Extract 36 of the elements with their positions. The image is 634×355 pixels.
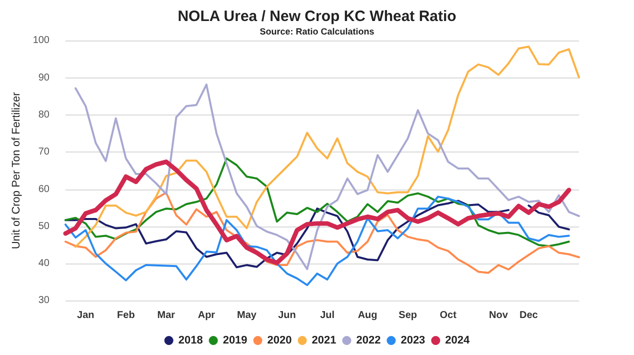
y-tick-label: 70 — [38, 146, 50, 158]
line-series — [64, 192, 580, 274]
y-tick-label: 30 — [38, 295, 50, 306]
x-tick-label: May — [237, 310, 257, 322]
line-series — [63, 160, 572, 266]
x-tick-label: Nov — [489, 310, 508, 322]
y-tick-label: 60 — [38, 184, 50, 195]
x-tick-label: Jul — [320, 310, 335, 322]
x-tick-label: Dec — [519, 310, 538, 322]
legend-label: 2020 — [267, 334, 292, 346]
y-axis-title: Unit of Crop Per Ton of Fertilizer — [10, 92, 22, 250]
x-tick-label: Apr — [198, 310, 216, 322]
chart-subtitle: Source: Ratio Calculations — [260, 26, 374, 36]
line-series — [64, 196, 570, 286]
chart-title: NOLA Urea / New Crop KC Wheat Ratio — [178, 8, 456, 25]
legend-label: 2023 — [400, 334, 426, 346]
y-tick-label: 80 — [38, 109, 50, 120]
legend-label: 2024 — [445, 334, 471, 346]
x-tick-label: Feb — [117, 310, 135, 322]
x-tick-label: Aug — [358, 310, 378, 322]
x-tick-label: Sep — [398, 310, 418, 322]
legend-label: 2019 — [222, 334, 248, 346]
line-series — [64, 157, 570, 248]
y-tick-label: 90 — [38, 72, 50, 84]
x-tick-label: Mar — [157, 310, 176, 322]
legend-label: 2018 — [178, 334, 203, 346]
legend-label: 2021 — [312, 334, 336, 346]
x-tick-label: Jan — [77, 310, 94, 322]
y-tick-label: 100 — [32, 35, 50, 46]
line-series — [74, 46, 580, 248]
line-series — [74, 84, 580, 270]
x-tick-label: Jun — [278, 310, 296, 322]
x-tick-label: Oct — [440, 310, 458, 322]
y-tick-label: 40 — [38, 258, 50, 270]
y-tick-label: 50 — [38, 220, 50, 232]
legend-label: 2022 — [356, 334, 381, 346]
